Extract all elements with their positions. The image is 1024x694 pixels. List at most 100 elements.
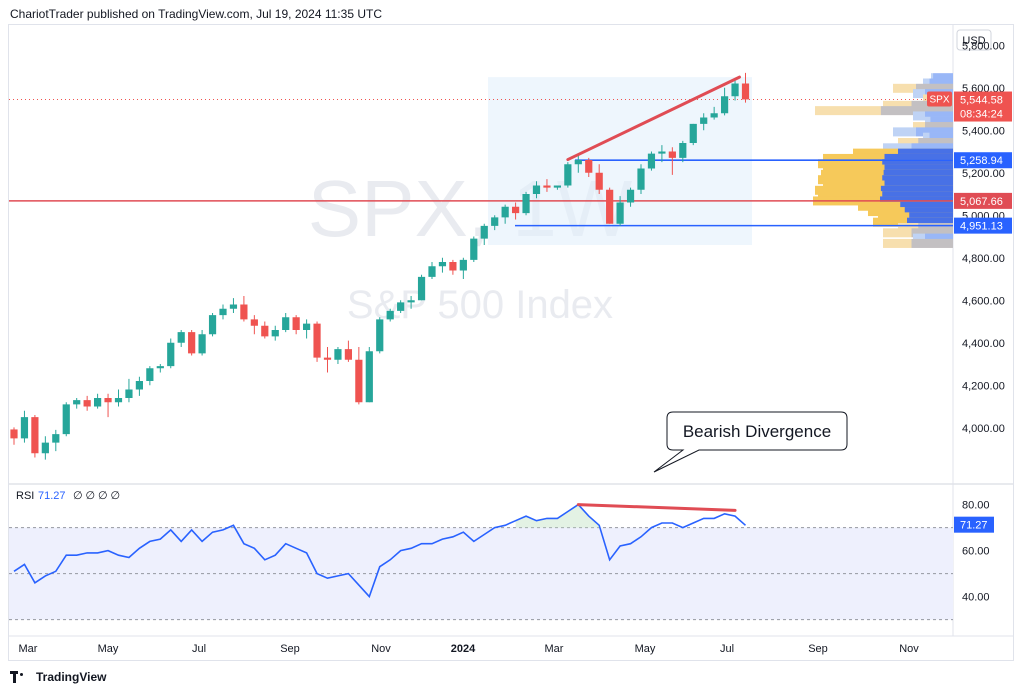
time-tick-7: May: [635, 643, 656, 655]
candle-body-42: [449, 262, 457, 271]
candle-body-44: [470, 238, 478, 260]
candle-body-68: [721, 96, 729, 114]
volume-profile-up-15: [884, 153, 953, 163]
candle-body-46: [491, 217, 499, 226]
volume-profile-up-18: [883, 169, 953, 179]
volume-profile-up-16: [882, 159, 953, 169]
currency-label: USD: [962, 35, 985, 47]
symbol-tag-text: SPX: [929, 95, 949, 106]
volume-profile-bar-13: [883, 143, 953, 153]
candle-body-52: [553, 185, 561, 188]
rsi-legend-name: RSI: [16, 490, 34, 502]
footer-brand[interactable]: TradingView: [36, 670, 107, 684]
candle-body-5: [62, 404, 70, 435]
candle-body-20: [219, 308, 227, 316]
time-tick-3: Sep: [280, 643, 300, 655]
candle-body-47: [501, 206, 509, 218]
volume-profile-up-0: [933, 73, 953, 83]
volume-profile-bar-6: [815, 106, 953, 116]
candle-body-32: [344, 349, 352, 360]
countdown-label: 08:34:24: [960, 109, 1003, 121]
candle-body-3: [41, 442, 49, 454]
candle-body-60: [637, 168, 645, 190]
volume-profile-up-1: [929, 78, 953, 88]
candle-body-39: [417, 276, 426, 301]
level-tag-1: [954, 192, 1012, 209]
candle-body-7: [83, 400, 91, 407]
watermark-subtitle: S&P 500 Index: [347, 283, 613, 327]
candle-body-69: [731, 83, 739, 97]
price-tick-0: 4,000.00: [962, 423, 1005, 435]
volume-profile-bar-10: [893, 127, 953, 137]
candle-body-28: [303, 323, 311, 330]
candle-body-45: [480, 225, 488, 239]
candle-body-10: [114, 398, 123, 403]
volume-profile-up-10: [916, 127, 953, 137]
candle-body-41: [438, 262, 447, 267]
candle-body-12: [135, 381, 143, 390]
current-price-label: 5,544.58: [960, 95, 1003, 107]
price-tick-3: 4,600.00: [962, 295, 1005, 307]
candle-body-8: [94, 398, 102, 407]
candle-body-29: [313, 323, 321, 358]
candle-body-50: [532, 185, 541, 194]
rsi-legend-extra-3: ∅: [111, 490, 121, 502]
rsi-current-tag: [954, 516, 994, 533]
price-tick-1: 4,200.00: [962, 380, 1005, 392]
time-tick-9: Sep: [808, 643, 828, 655]
volume-profile-up-9: [925, 122, 953, 132]
volume-profile-bar-8: [925, 116, 953, 126]
candle-body-64: [679, 143, 687, 158]
price-tick-9: 5,800.00: [962, 40, 1005, 52]
candle-body-59: [626, 189, 635, 203]
time-tick-4: Nov: [371, 643, 391, 655]
volume-profile-up-25: [904, 207, 953, 217]
tradingview-logo-icon: [10, 671, 32, 683]
rsi-line: [13, 503, 747, 599]
candle-body-38: [407, 300, 415, 303]
candle-body-55: [585, 160, 593, 173]
volume-profile-bar-28: [898, 223, 953, 232]
rsi-tick-1: 60.00: [962, 546, 990, 558]
volume-profile-bar-0: [931, 73, 953, 83]
candle-body-26: [282, 317, 290, 330]
candle-body-56: [595, 172, 603, 190]
candle-body-37: [397, 302, 405, 311]
volume-profile-bar-9: [913, 122, 953, 132]
price-tick-7: 5,400.00: [962, 125, 1005, 137]
time-tick-0: Mar: [19, 643, 38, 655]
candle-body-4: [52, 434, 60, 443]
rsi-overbought-fill: [515, 504, 600, 528]
volume-profile-up-2: [916, 83, 953, 93]
candle-body-17: [188, 332, 196, 354]
candle-body-23: [250, 319, 258, 326]
candle-body-65: [689, 123, 697, 143]
volume-profile-bar-12: [898, 138, 953, 147]
candle-body-0: [10, 429, 18, 439]
volume-profile-up-31: [911, 238, 953, 248]
volume-profile-up-14: [898, 148, 953, 158]
volume-profile-up-19: [882, 175, 953, 185]
candle-body-49: [522, 194, 530, 214]
callout-text: Bearish Divergence: [683, 422, 831, 441]
candle-body-51: [543, 185, 551, 188]
candle-body-14: [156, 366, 164, 369]
candle-body-58: [616, 202, 624, 224]
volume-profile-up-6: [880, 106, 953, 116]
current-price-tag: [954, 91, 1012, 122]
price-tick-2: 4,400.00: [962, 338, 1005, 350]
volume-profile-up-22: [882, 191, 953, 201]
candle-body-24: [261, 325, 269, 337]
volume-profile-up-17: [884, 164, 953, 174]
candle-body-40: [428, 266, 436, 277]
rsi-legend-extra-0: ∅: [73, 490, 83, 502]
candle-body-33: [355, 359, 363, 403]
candle-body-35: [376, 319, 384, 352]
price-tick-6: 5,200.00: [962, 168, 1005, 180]
volume-profile-bar-29: [883, 228, 953, 238]
currency-box: [956, 29, 992, 51]
candle-body-11: [125, 389, 133, 398]
volume-profile-up-26: [909, 212, 953, 222]
candle-body-34: [365, 351, 373, 403]
